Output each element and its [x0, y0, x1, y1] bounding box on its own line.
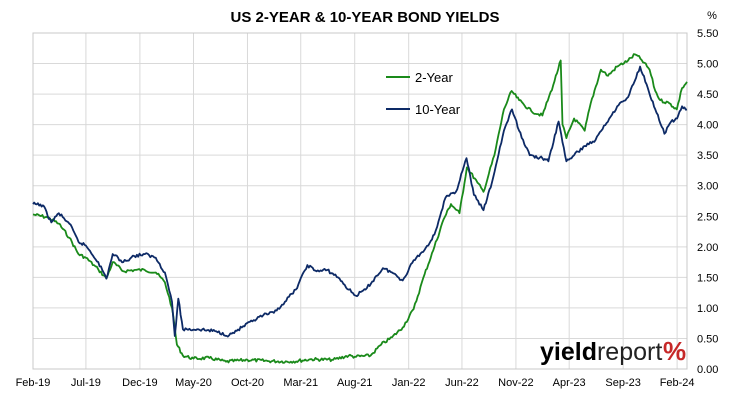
chart-title: US 2-YEAR & 10-YEAR BOND YIELDS: [231, 9, 500, 26]
y-tick-label: 3.00: [697, 181, 718, 193]
logo-text-report: report: [597, 338, 662, 366]
yieldreport-logo: yieldreport %: [540, 336, 686, 366]
y-tick-label: 5.50: [697, 28, 718, 40]
x-tick-label: Feb-24: [660, 377, 695, 389]
y-tick-label: 2.50: [697, 211, 718, 223]
svg-text:yieldreport: yieldreport: [540, 338, 662, 366]
y-tick-label: 1.00: [697, 303, 718, 315]
y-tick-label: 0.00: [697, 364, 718, 376]
x-tick-label: Sep-23: [605, 377, 640, 389]
plot-area: [32, 32, 688, 370]
y-tick-label: 3.50: [697, 150, 718, 162]
x-tick-label: Jan-22: [392, 377, 426, 389]
x-tick-label: May-20: [175, 377, 212, 389]
y-tick-label: 4.50: [697, 89, 718, 101]
x-axis-ticks: Feb-19 Jul-19 Dec-19 May-20 Oct-20 Mar-21 Aug-…: [16, 377, 695, 389]
x-tick-label: Mar-21: [283, 377, 318, 389]
logo-text-yield: yield: [540, 338, 597, 366]
x-tick-label: Aug-21: [337, 377, 372, 389]
y-tick-label: 5.00: [697, 59, 718, 71]
x-tick-label: Jun-22: [445, 377, 479, 389]
x-tick-label: Dec-19: [122, 377, 157, 389]
legend-label: 10-Year: [415, 102, 461, 117]
series-line-ten-year: [32, 65, 688, 338]
y-axis-unit: %: [707, 10, 717, 22]
y-axis-ticks: 0.00 0.50 1.00 1.50 2.00 2.50 3.00 3.50 4.00 4.50…: [697, 28, 718, 376]
x-tick-label: Feb-19: [16, 377, 51, 389]
y-tick-label: 0.50: [697, 333, 718, 345]
legend-label: 2-Year: [415, 70, 453, 85]
x-tick-label: Oct-20: [231, 377, 264, 389]
y-tick-label: 1.50: [697, 272, 718, 284]
x-tick-label: Nov-22: [498, 377, 533, 389]
series-lines: [32, 53, 688, 364]
logo-percent-icon: %: [663, 336, 686, 366]
y-tick-label: 2.00: [697, 242, 718, 254]
x-tick-label: Jul-19: [71, 377, 101, 389]
grid-lines: [33, 33, 687, 369]
x-tick-label: Apr-23: [553, 377, 586, 389]
y-tick-label: 4.00: [697, 120, 718, 132]
series-line-two-year: [32, 53, 688, 364]
legend: 2-Year 10-Year: [386, 70, 461, 117]
